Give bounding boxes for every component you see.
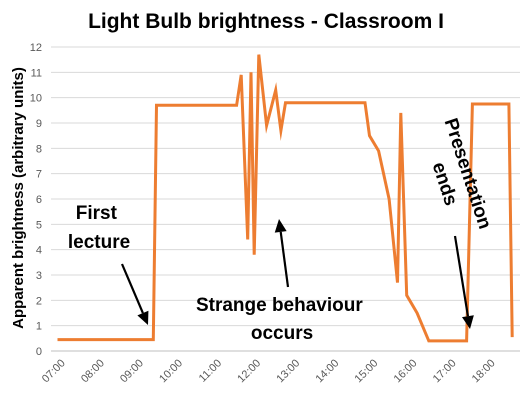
x-tick-label: 18:00	[470, 357, 498, 385]
y-tick-label: 5	[36, 219, 42, 231]
x-tick-label: 09:00	[118, 357, 146, 385]
annotation-presentation-ends: Presentation ends	[416, 116, 497, 245]
annotation-strange-behaviour-line2: occurs	[251, 323, 313, 344]
x-tick-label: 13:00	[274, 357, 302, 385]
x-tick-label: 11:00	[197, 357, 224, 384]
x-tick-label: 07:00	[40, 357, 68, 385]
annotation-first-lecture-line1: First	[76, 203, 118, 224]
gridlines	[51, 46, 520, 327]
y-tick-label: 7	[36, 169, 42, 181]
annotation-strange-behaviour: Strange behaviour occurs	[196, 295, 368, 344]
x-tick-label: 16:00	[392, 357, 420, 385]
y-tick-label: 12	[30, 42, 42, 54]
chart-title: Light Bulb brightness - Classroom I	[88, 10, 444, 33]
series	[57, 54, 514, 343]
x-tick-label: 17:00	[431, 357, 459, 385]
annotation-first-lecture-line2: lecture	[68, 232, 130, 253]
arrow-strange-behaviour	[274, 219, 290, 288]
arrow-first-lecture	[120, 263, 149, 325]
annotation-first-lecture: First lecture	[68, 203, 130, 253]
x-tick-label: 12:00	[235, 357, 263, 385]
y-tick-label: 11	[31, 67, 42, 79]
y-tick-label: 10	[30, 93, 42, 105]
x-tick-label: 14:00	[313, 357, 341, 385]
x-tick-labels: 07:00 08:00 09:00 10:00 11:00 12:00 13:00 14:00…	[40, 357, 498, 385]
x-tick-label: 15:00	[353, 357, 381, 385]
y-tick-label: 3	[36, 270, 42, 282]
annotation-arrows	[120, 219, 474, 329]
y-tick-label: 4	[36, 245, 42, 257]
series-line-0	[57, 54, 514, 343]
y-tick-label: 2	[36, 295, 42, 307]
x-tick-label: 08:00	[79, 357, 107, 385]
y-tick-label: 6	[36, 194, 42, 206]
annotation-strange-behaviour-line1: Strange behaviour	[196, 295, 363, 316]
y-axis-label: Apparent brightness (arbitrary units)	[10, 67, 27, 329]
y-tick-label: 1	[36, 321, 42, 333]
y-tick-label: 8	[36, 143, 42, 155]
y-tick-label: 0	[36, 346, 42, 358]
x-tick-label: 10:00	[157, 357, 185, 385]
y-tick-label: 9	[36, 118, 42, 130]
arrow-presentation-ends	[453, 235, 474, 329]
